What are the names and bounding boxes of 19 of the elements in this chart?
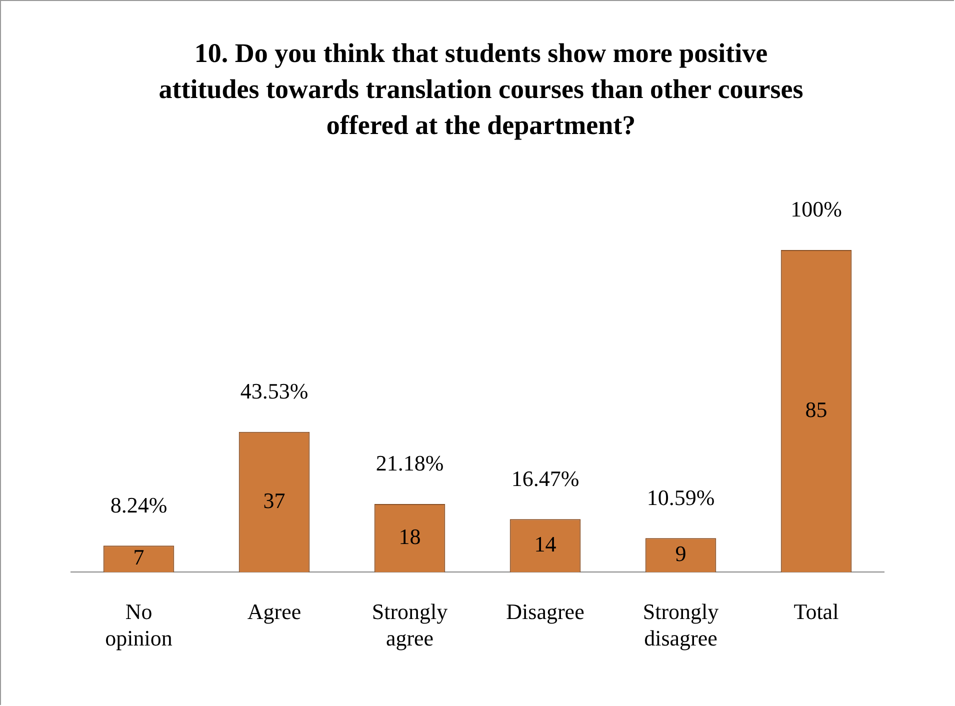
data-label: 18	[398, 524, 421, 549]
x-tick-label: Strongly disagree	[642, 599, 719, 651]
data-label: 7	[133, 544, 144, 570]
x-tick-label: Strongly agree	[372, 599, 448, 651]
data-label: 85	[805, 396, 828, 422]
x-tick-label: Total	[794, 599, 839, 624]
annotation: 43.53%	[240, 378, 308, 404]
data-label: 37	[263, 488, 286, 513]
data-label: 14	[534, 531, 556, 556]
chart-title: 10. Do you think that students show more positive attitudes towards translation courses than other courses offered at the department?	[158, 37, 804, 142]
annotation: 10.59%	[646, 484, 715, 510]
data-label: 9	[675, 540, 686, 566]
x-tick-label: Disagree	[506, 599, 584, 624]
x-tick-label: No opinion	[105, 599, 172, 651]
annotation: 21.18%	[376, 450, 444, 476]
annotation: 8.24%	[110, 492, 168, 518]
x-tick-label: Agree	[247, 599, 302, 624]
annotation: 16.47%	[511, 466, 580, 491]
annotation: 100%	[790, 196, 842, 222]
